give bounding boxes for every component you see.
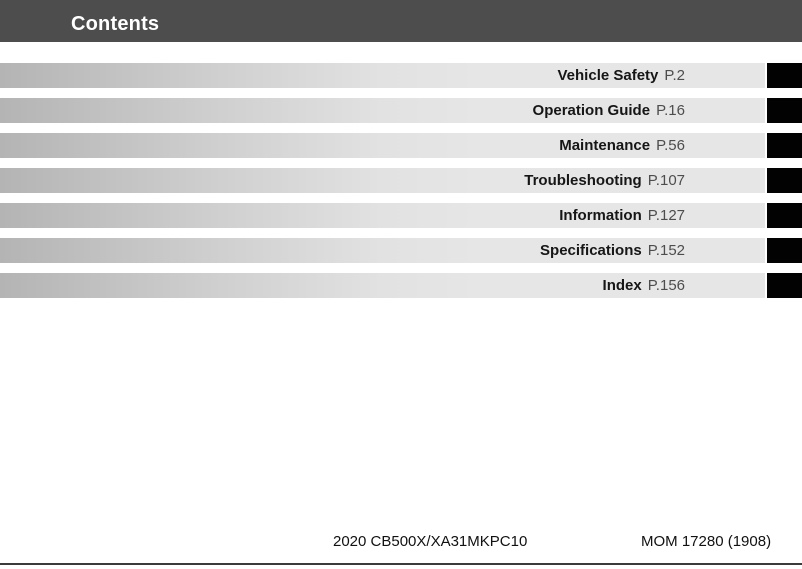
toc-row[interactable]: Information P.127 xyxy=(0,203,802,228)
toc-row[interactable]: Maintenance P.56 xyxy=(0,133,802,158)
chapter-label: Operation Guide xyxy=(532,102,651,119)
chapter-thumb-tab xyxy=(767,203,802,228)
chapter-thumb-tab xyxy=(767,273,802,298)
chapter-page-ref: P.56 xyxy=(656,137,685,154)
chapter-label: Troubleshooting xyxy=(524,172,642,189)
chapter-bar[interactable]: Operation Guide P.16 xyxy=(0,98,765,123)
toc-row[interactable]: Troubleshooting P.107 xyxy=(0,168,802,193)
chapter-page-ref: P.152 xyxy=(647,242,685,259)
print-code-text: MOM 17280 (1908) xyxy=(641,533,772,550)
chapter-page-ref: P.156 xyxy=(647,277,685,294)
bar-tab-gap xyxy=(765,98,767,123)
bar-tab-gap xyxy=(765,238,767,263)
chapter-bar[interactable]: Troubleshooting P.107 xyxy=(0,168,765,193)
chapter-label: Vehicle Safety xyxy=(557,67,659,84)
chapter-thumb-tab xyxy=(767,63,802,88)
chapter-page-ref: P.16 xyxy=(656,102,685,119)
chapter-label: Specifications xyxy=(540,242,642,259)
contents-header-bar: Contents xyxy=(0,0,802,42)
page-title: Contents xyxy=(71,13,160,35)
chapter-thumb-tab xyxy=(767,133,802,158)
chapter-bar[interactable]: Specifications P.152 xyxy=(0,238,765,263)
chapter-label: Maintenance xyxy=(559,137,651,154)
toc-row[interactable]: Operation Guide P.16 xyxy=(0,98,802,123)
bar-tab-gap xyxy=(765,133,767,158)
bottom-rule xyxy=(0,563,802,565)
bar-tab-gap xyxy=(765,63,767,88)
chapter-bar[interactable]: Maintenance P.56 xyxy=(0,133,765,158)
chapter-page-ref: P.107 xyxy=(647,172,685,189)
bar-tab-gap xyxy=(765,203,767,228)
toc-row[interactable]: Index P.156 xyxy=(0,273,802,298)
chapter-thumb-tab xyxy=(767,238,802,263)
chapter-thumb-tab xyxy=(767,168,802,193)
chapter-bar[interactable]: Information P.127 xyxy=(0,203,765,228)
bar-tab-gap xyxy=(765,273,767,298)
bar-tab-gap xyxy=(765,168,767,193)
model-code-text: 2020 CB500X/XA31MKPC10 xyxy=(333,533,528,550)
chapter-thumb-tab xyxy=(767,98,802,123)
table-of-contents: Vehicle Safety P.2 Operation Guide P.16 … xyxy=(0,63,802,308)
toc-row[interactable]: Vehicle Safety P.2 xyxy=(0,63,802,88)
chapter-label: Information xyxy=(559,207,642,224)
chapter-label: Index xyxy=(602,277,642,294)
chapter-page-ref: P.127 xyxy=(647,207,685,224)
toc-row[interactable]: Specifications P.152 xyxy=(0,238,802,263)
chapter-page-ref: P.2 xyxy=(664,67,685,84)
chapter-bar[interactable]: Vehicle Safety P.2 xyxy=(0,63,765,88)
chapter-bar[interactable]: Index P.156 xyxy=(0,273,765,298)
